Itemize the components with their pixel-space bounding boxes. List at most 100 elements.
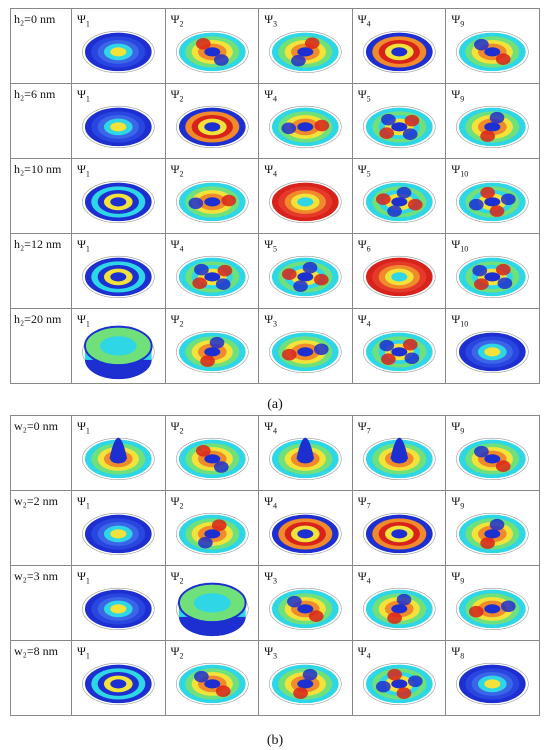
orbital-lobe xyxy=(380,113,396,126)
orbital-lobe xyxy=(221,194,236,207)
wavefunction-plot xyxy=(362,512,436,555)
orbital-lobe xyxy=(404,352,419,365)
wavefunction-plot xyxy=(82,662,155,705)
state-index: 10 xyxy=(460,319,469,329)
wavefunction-cell: Ψ9 xyxy=(445,83,540,159)
orbital-lobe xyxy=(497,277,513,290)
wavefunction-cell: Ψ5 xyxy=(351,83,447,159)
row-label-cell: w₂=8 nm xyxy=(10,640,72,716)
wavefunction-plot xyxy=(175,662,249,705)
psi-symbol: Ψ xyxy=(264,237,274,251)
wireframe-ring xyxy=(175,662,249,705)
wavefunction-plot xyxy=(175,105,249,148)
state-index: 4 xyxy=(366,651,371,661)
row-label: w₂=2 nm xyxy=(14,494,58,508)
wavefunction-cell: Ψ7 xyxy=(351,415,447,491)
state-label: Ψ7 xyxy=(358,494,371,510)
wireframe-ring xyxy=(269,512,342,555)
wireframe-ring xyxy=(175,30,249,73)
wavefunction-plot xyxy=(456,437,529,480)
row-label: h₂=6 nm xyxy=(14,87,56,101)
wavefunction-plot xyxy=(362,662,436,705)
state-index: 4 xyxy=(273,426,278,436)
wireframe-ring xyxy=(456,30,529,73)
orbital-lobe xyxy=(282,348,297,361)
wireframe-ring xyxy=(456,512,529,555)
wavefunction-cell: Ψ2 xyxy=(164,8,260,84)
state-index: 3 xyxy=(273,576,278,586)
state-index: 3 xyxy=(273,651,278,661)
orbital-lobe xyxy=(193,670,209,683)
state-label: Ψ10 xyxy=(451,162,468,178)
state-label: Ψ1 xyxy=(77,237,90,253)
wavefunction-cell: Ψ9 xyxy=(445,415,540,491)
state-index: 5 xyxy=(366,94,371,104)
state-label: Ψ8 xyxy=(451,644,464,660)
state-index: 4 xyxy=(273,501,278,511)
state-label: Ψ2 xyxy=(171,569,184,585)
psi-symbol: Ψ xyxy=(170,162,180,176)
row-label-cell: h₂=6 nm xyxy=(10,83,72,159)
state-label: Ψ10 xyxy=(451,312,468,328)
psi-symbol: Ψ xyxy=(264,494,274,508)
wireframe-ring xyxy=(362,512,436,555)
orbital-lobe xyxy=(195,445,211,457)
wireframe-ring xyxy=(82,105,155,148)
wavefunction-cell: Ψ1 xyxy=(71,233,166,309)
wireframe-ring xyxy=(456,255,529,298)
wavefunction-plot xyxy=(456,255,529,298)
orbital-lobe xyxy=(380,353,396,365)
orbital-lobe xyxy=(375,680,391,693)
state-index: 1 xyxy=(85,169,90,179)
state-label: Ψ2 xyxy=(171,312,184,328)
orbital-band xyxy=(110,679,127,689)
orbital-lobe xyxy=(496,460,511,472)
state-label: Ψ1 xyxy=(77,12,90,28)
wavefunction-cell: Ψ3 xyxy=(258,308,353,384)
wireframe-ring xyxy=(456,330,529,373)
state-index: 2 xyxy=(179,94,184,104)
orbital-lobe xyxy=(215,685,231,697)
orbital-lobe xyxy=(302,261,318,274)
orbital-band xyxy=(203,454,220,464)
wireframe-ring xyxy=(362,255,436,298)
psi-symbol: Ψ xyxy=(77,494,86,508)
state-index: 1 xyxy=(85,501,90,511)
figure-row: w₂=3 nm Ψ1 Ψ2 Ψ3 Ψ4 Ψ9 xyxy=(10,565,540,641)
wavefunction-cell: Ψ2 xyxy=(164,415,260,491)
orbital-band xyxy=(110,272,127,282)
wavefunction-plot xyxy=(175,255,249,298)
state-label: Ψ4 xyxy=(264,87,277,103)
wavefunction-cell: Ψ9 xyxy=(445,8,540,84)
state-index: 3 xyxy=(273,19,278,29)
orbital-lobe xyxy=(469,198,485,211)
orbital-lobe xyxy=(501,193,517,206)
orbital-lobe xyxy=(287,595,302,608)
orbital-lobe xyxy=(480,186,496,199)
wavefunction-plot xyxy=(456,662,529,705)
orbital-lobe xyxy=(209,336,224,349)
wireframe-ring xyxy=(456,180,529,223)
state-label: Ψ4 xyxy=(264,494,277,510)
row-label: w₂=8 nm xyxy=(14,644,58,658)
wavefunction-plot xyxy=(456,180,529,223)
wireframe-ring xyxy=(456,587,529,630)
wireframe-ring xyxy=(175,105,249,148)
orbital-band xyxy=(391,604,408,614)
figure-row: h₂=20 nm Ψ1 Ψ2 Ψ3 Ψ4 Ψ10 xyxy=(10,308,540,384)
orbital-lobe xyxy=(480,130,496,142)
orbital-lobe xyxy=(305,37,320,49)
state-index: 4 xyxy=(273,94,278,104)
orbital-lobe xyxy=(293,687,309,699)
orbital-band xyxy=(391,347,408,357)
state-index: 2 xyxy=(179,426,184,436)
state-label: Ψ4 xyxy=(358,644,371,660)
wireframe-ring xyxy=(82,662,155,705)
state-index: 1 xyxy=(85,244,90,254)
psi-symbol: Ψ xyxy=(264,569,274,583)
row-label-cell: w₂=0 nm xyxy=(10,415,72,491)
wavefunction-plot xyxy=(362,437,436,480)
state-index: 1 xyxy=(85,576,90,586)
psi-symbol: Ψ xyxy=(77,644,86,658)
orbital-band xyxy=(484,272,501,282)
